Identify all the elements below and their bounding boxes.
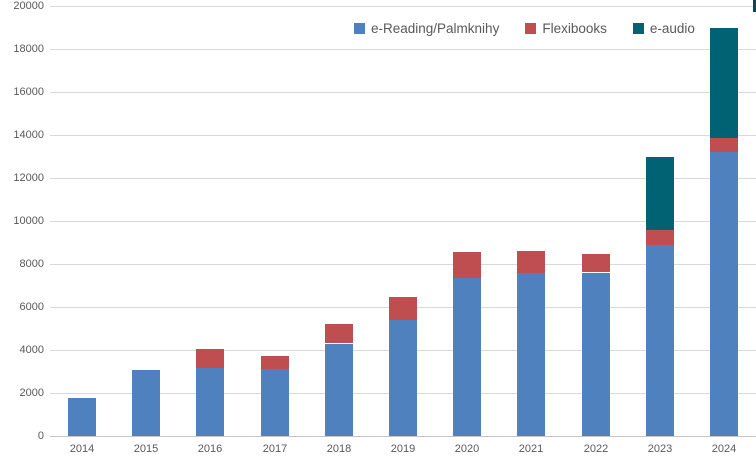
y-axis-label: 2000 [19,387,44,399]
bar-segment [710,28,738,138]
bar-segment [196,368,224,436]
bar-segment [517,273,545,436]
gridline [50,135,756,136]
bar-segment [646,157,674,230]
bar-segment [389,297,417,320]
y-axis-label: 8000 [19,258,44,270]
chart-legend: e-Reading/Palmknihy Flexibooks e-audio [354,21,695,36]
bar-segment [517,251,545,273]
legend-label: e-audio [649,21,695,36]
x-axis-label: 2018 [326,443,352,455]
y-axis-label: 6000 [19,301,44,313]
gridline [50,49,756,50]
y-axis-label: 18000 [13,43,44,55]
x-axis-label: 2019 [390,443,416,455]
x-axis-label: 2020 [454,443,480,455]
gridline [50,264,756,265]
y-axis-label: 12000 [13,172,44,184]
bar-segment [389,320,417,436]
legend-item: e-Reading/Palmknihy [354,21,499,36]
gridline [50,221,756,222]
gridline [50,178,756,179]
y-axis-label: 16000 [13,86,44,98]
legend-swatch-icon [525,23,537,34]
bar-segment [453,278,481,436]
y-axis-label: 0 [37,430,44,442]
window-edge-artifact [753,0,756,12]
bar-segment [325,344,353,436]
bar-segment [325,324,353,343]
bar-segment [710,137,738,152]
bar-segment [646,230,674,245]
x-axis-label: 2021 [518,443,544,455]
legend-swatch-icon [354,23,365,34]
legend-label: e-Reading/Palmknihy [371,21,500,36]
x-axis-label: 2015 [133,443,159,455]
x-axis-label: 2022 [583,443,609,455]
bar-segment [261,369,289,436]
y-axis-label: 14000 [13,129,44,141]
bar-segment [646,245,674,436]
x-axis-label: 2023 [647,443,673,455]
legend-item: e-audio [632,21,695,36]
x-axis-line [50,436,756,437]
x-axis-label: 2024 [711,443,737,455]
legend-label: Flexibooks [542,21,607,36]
bar-segment [582,273,610,436]
gridline [50,92,756,93]
x-axis-label: 2016 [197,443,223,455]
gridline [50,6,756,7]
bar-segment [453,252,481,278]
y-axis-label: 20000 [13,0,44,12]
bar-segment [196,349,224,368]
bar-segment [710,152,738,436]
y-axis-label: 10000 [13,215,44,227]
legend-item: Flexibooks [525,21,607,36]
bar-segment [132,370,160,436]
bar-segment [68,398,96,436]
bar-segment [261,356,289,369]
x-axis-label: 2014 [69,443,95,455]
y-axis-label: 4000 [19,344,44,356]
legend-swatch-icon [632,23,644,34]
bar-segment [582,254,610,272]
x-axis-label: 2017 [262,443,288,455]
